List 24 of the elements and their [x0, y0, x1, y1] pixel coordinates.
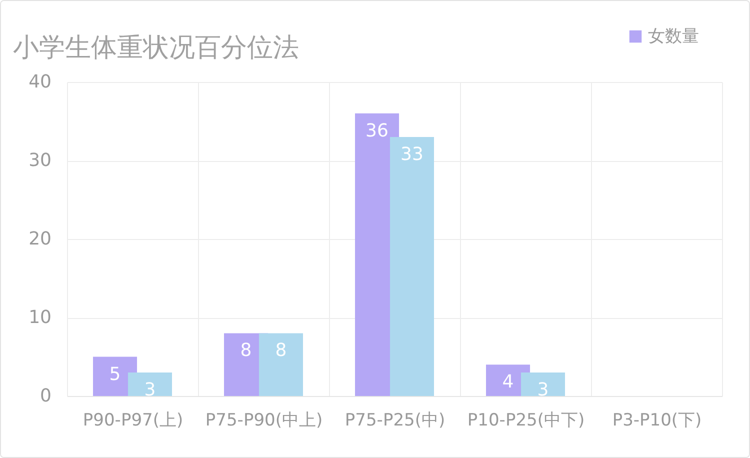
data-label: 5 [109, 364, 121, 385]
data-label: 33 [400, 144, 424, 165]
data-label: 3 [144, 379, 156, 400]
x-tick-label: P75-P25(中) [344, 410, 446, 430]
y-tick-label: 0 [40, 386, 52, 406]
data-label: 4 [502, 372, 514, 393]
bar [390, 136, 434, 396]
bar [520, 372, 565, 396]
x-tick-label: P90-P97(上) [82, 410, 184, 430]
legend-label: 女数量 [648, 26, 699, 46]
data-label: 36 [366, 120, 388, 142]
data-label: 8 [240, 340, 252, 362]
data-label: 8 [275, 340, 287, 362]
bar [128, 372, 172, 396]
y-tick-label: 40 [28, 72, 52, 92]
x-tick-label: P10-P25(中下) [467, 410, 585, 430]
x-tick-label: P75-P90(中上) [205, 410, 323, 430]
data-label: 3 [537, 379, 549, 400]
chart-title: 小学生体重状况百分位法 [13, 33, 300, 63]
y-tick-label: 30 [28, 150, 52, 171]
y-tick-label: 10 [28, 307, 52, 328]
y-tick-label: 20 [28, 228, 52, 250]
bar [258, 333, 303, 396]
x-tick-label: P3-P10(下) [612, 410, 702, 430]
